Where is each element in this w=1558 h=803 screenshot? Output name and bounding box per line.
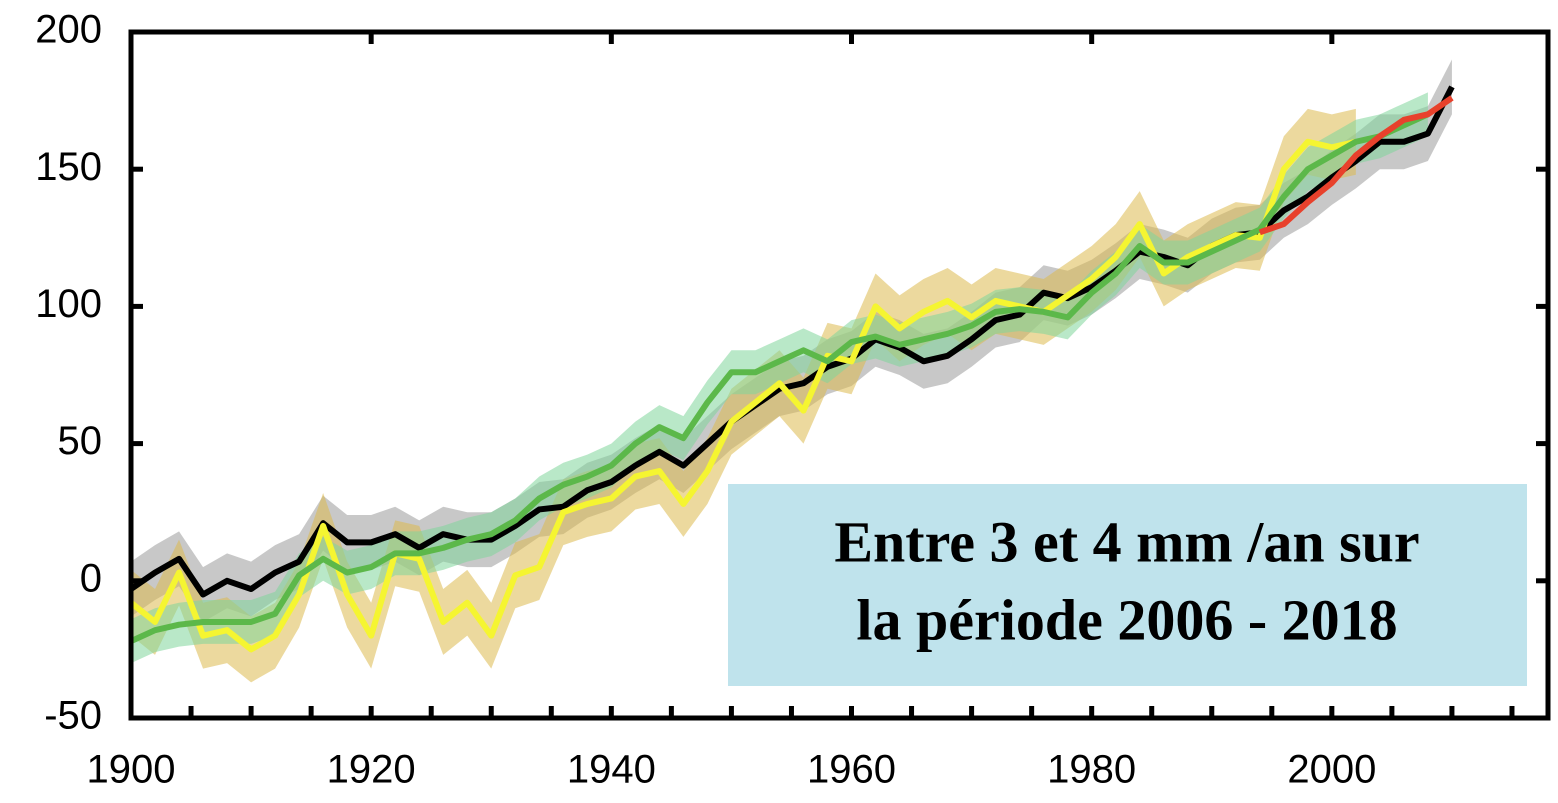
x-tick-label: 1940 [567,748,656,792]
y-tick-label: 50 [58,419,103,463]
series-line [1258,95,1454,236]
y-tick-label: 150 [35,145,102,189]
annotation: la période 2006 - 2018 [856,587,1397,652]
y-tick-label: 0 [80,556,102,600]
x-tick-label: 2000 [1287,748,1376,792]
uncertainty-band [131,108,1356,683]
y-tick-label: 100 [35,282,102,326]
series-line [129,111,1430,644]
y-tick-label: 200 [35,8,102,52]
x-tick-label: 1920 [327,748,416,792]
uncertainty-band [131,92,1428,664]
plot-frame [128,29,1551,721]
x-tick-label: 1980 [1047,748,1136,792]
annotation: Entre 3 et 4 mm /an sur [834,509,1419,574]
uncertainty-band [131,59,1452,622]
x-tick-label: 1900 [87,748,176,792]
y-tick-label: -50 [44,694,102,738]
x-tick-label: 1960 [807,748,896,792]
series-line [129,138,1357,653]
annotation-box [728,484,1527,686]
